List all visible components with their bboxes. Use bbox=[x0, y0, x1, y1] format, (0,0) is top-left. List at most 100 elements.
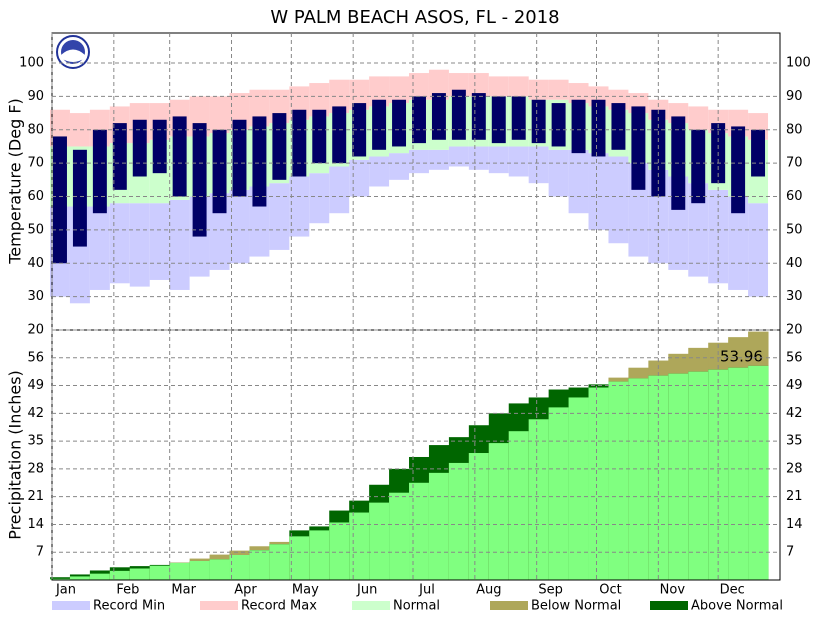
y2-tick-label: 21 bbox=[786, 489, 803, 504]
observed-area bbox=[329, 522, 350, 580]
y2-tick-label: 80 bbox=[786, 122, 803, 137]
range-bar bbox=[289, 176, 310, 237]
observed-area bbox=[129, 568, 151, 580]
observed-area bbox=[528, 419, 550, 580]
range-bar bbox=[508, 146, 529, 177]
range-bar bbox=[369, 76, 390, 107]
range-bar bbox=[551, 103, 566, 147]
range-bar bbox=[309, 83, 330, 117]
y2-tick-label: 40 bbox=[786, 256, 803, 271]
y-tick-label: 20 bbox=[27, 323, 44, 338]
y-tick-label: 70 bbox=[27, 156, 44, 171]
observed-area bbox=[389, 492, 410, 580]
range-bar bbox=[691, 129, 706, 204]
x-tick-label: Oct bbox=[599, 583, 621, 598]
range-bar bbox=[531, 99, 546, 144]
observed-area bbox=[309, 530, 330, 580]
range-bar bbox=[409, 149, 429, 174]
observed-area bbox=[149, 565, 171, 580]
y-tick-label: 42 bbox=[27, 406, 44, 421]
observed-area bbox=[708, 369, 729, 580]
range-bar bbox=[169, 199, 190, 290]
y-tick-label: 90 bbox=[27, 89, 44, 104]
observed-area bbox=[628, 378, 649, 580]
range-bar bbox=[528, 146, 549, 184]
range-bar bbox=[448, 146, 469, 167]
y2-tick-label: 60 bbox=[786, 189, 803, 204]
range-bar bbox=[152, 119, 167, 174]
observed-area bbox=[568, 397, 590, 580]
x-tick-label: Jun bbox=[356, 583, 377, 598]
range-bar bbox=[129, 203, 150, 287]
x-tick-label: Apr bbox=[234, 583, 257, 598]
observed-area bbox=[728, 367, 749, 580]
range-bar bbox=[431, 93, 446, 140]
range-bar bbox=[409, 73, 429, 100]
y-tick-label: 14 bbox=[27, 517, 44, 532]
legend-swatch bbox=[352, 601, 390, 610]
x-tick-label: Jan bbox=[55, 583, 76, 598]
observed-area bbox=[548, 407, 570, 580]
range-bar bbox=[392, 99, 407, 147]
x-tick-label: Dec bbox=[720, 583, 745, 598]
observed-area bbox=[688, 371, 709, 580]
observed-area bbox=[488, 443, 510, 580]
range-bar bbox=[491, 96, 506, 144]
range-bar bbox=[309, 173, 330, 224]
range-bar bbox=[349, 79, 370, 110]
y2-tick-label: 20 bbox=[786, 323, 803, 338]
range-bar bbox=[329, 166, 350, 214]
y-tick-label: 28 bbox=[27, 461, 44, 476]
x-tick-label: Sep bbox=[538, 583, 563, 598]
legend-swatch bbox=[650, 601, 688, 610]
range-bar bbox=[468, 73, 489, 97]
range-bar bbox=[508, 76, 529, 97]
y2-tick-label: 100 bbox=[786, 56, 811, 71]
observed-area bbox=[169, 562, 191, 580]
range-bar bbox=[412, 96, 426, 144]
observed-area bbox=[189, 560, 211, 580]
y-tick-label: 56 bbox=[27, 350, 44, 365]
observed-area bbox=[748, 365, 769, 580]
range-bar bbox=[528, 79, 549, 100]
range-bar bbox=[332, 106, 347, 164]
legend-label: Below Normal bbox=[531, 599, 621, 614]
legend-swatch bbox=[52, 601, 90, 610]
x-tick-label: Nov bbox=[660, 583, 686, 598]
range-bar bbox=[232, 119, 247, 197]
range-bar bbox=[209, 96, 230, 134]
range-bar bbox=[192, 123, 207, 237]
x-tick-label: May bbox=[292, 583, 319, 598]
range-bar bbox=[548, 149, 569, 197]
observed-area bbox=[209, 559, 231, 580]
observed-area bbox=[109, 570, 131, 580]
range-bar bbox=[571, 99, 586, 154]
x-tick-label: Aug bbox=[476, 583, 501, 598]
annotation: 53.96 bbox=[720, 348, 763, 366]
range-bar bbox=[588, 153, 609, 230]
y2-tick-label: 42 bbox=[786, 406, 803, 421]
range-bar bbox=[132, 119, 147, 177]
x-tick-label: Jul bbox=[418, 583, 435, 598]
range-bar bbox=[591, 99, 606, 157]
legend-label: Normal bbox=[393, 599, 440, 614]
x-tick-label: Mar bbox=[171, 583, 196, 598]
range-bar bbox=[312, 109, 327, 164]
range-bar bbox=[428, 149, 449, 170]
plot-area bbox=[50, 69, 769, 580]
y-tick-label: 60 bbox=[27, 189, 44, 204]
observed-area bbox=[448, 462, 470, 580]
observed-area bbox=[409, 482, 430, 580]
range-bar bbox=[748, 203, 769, 297]
observed-area bbox=[69, 576, 91, 580]
range-bar bbox=[352, 103, 367, 157]
y-tick-label: 100 bbox=[19, 56, 44, 71]
range-bar bbox=[751, 129, 766, 177]
range-bar bbox=[389, 153, 410, 180]
observed-area bbox=[428, 472, 450, 580]
above-normal-area bbox=[50, 577, 71, 580]
range-bar bbox=[688, 106, 709, 130]
range-bar bbox=[52, 136, 67, 264]
y2-tick-label: 14 bbox=[786, 517, 803, 532]
y2-tick-label: 70 bbox=[786, 156, 803, 171]
